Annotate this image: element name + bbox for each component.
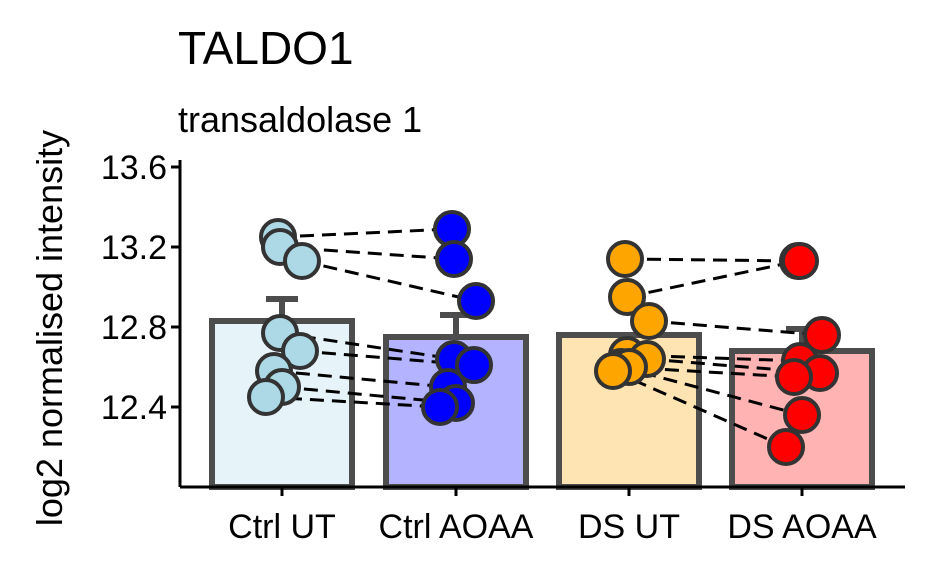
- data-point: [281, 332, 319, 370]
- pair-line: [301, 259, 477, 303]
- y-axis-title: log2 normalised intensity: [29, 130, 70, 526]
- data-point: [421, 388, 459, 426]
- x-tick-label: DS AOAA: [727, 508, 877, 546]
- x-tick-label: Ctrl AOAA: [379, 508, 534, 546]
- pair-line: [612, 369, 787, 449]
- pair-line: [273, 369, 449, 389]
- y-tick-label: 12.8: [101, 309, 167, 347]
- data-point: [457, 282, 495, 320]
- data-point: [247, 378, 285, 416]
- chart-subtitle: transaldolase 1: [178, 99, 422, 140]
- pair-line: [624, 257, 799, 263]
- data-point: [783, 396, 821, 434]
- y-tick-label: 12.4: [101, 389, 167, 427]
- data-point: [455, 346, 493, 384]
- chart-title: TALDO1: [178, 22, 354, 74]
- pair-line: [648, 319, 823, 337]
- pair-line: [626, 259, 799, 299]
- data-point: [767, 428, 805, 466]
- data-point: [435, 240, 473, 278]
- errorbar-ctrl-aoaa: [440, 312, 472, 337]
- y-tick-label: 13.6: [101, 149, 167, 187]
- y-tick-label: 13.2: [101, 229, 167, 267]
- data-point: [630, 302, 668, 340]
- data-point: [606, 240, 644, 278]
- data-point: [803, 316, 841, 354]
- data-point: [608, 278, 646, 316]
- axes-layer: 12.4 12.8 13.2 13.6 Ctrl UT Ctrl AOAA DS UT DS …: [101, 149, 905, 546]
- x-tick-label: Ctrl UT: [228, 508, 336, 546]
- points-layer: [247, 210, 841, 466]
- data-point: [283, 242, 321, 280]
- pair-line: [277, 227, 453, 239]
- data-point: [594, 352, 632, 390]
- x-tick-label: DS UT: [578, 508, 680, 546]
- data-point: [775, 358, 813, 396]
- data-point: [781, 242, 819, 280]
